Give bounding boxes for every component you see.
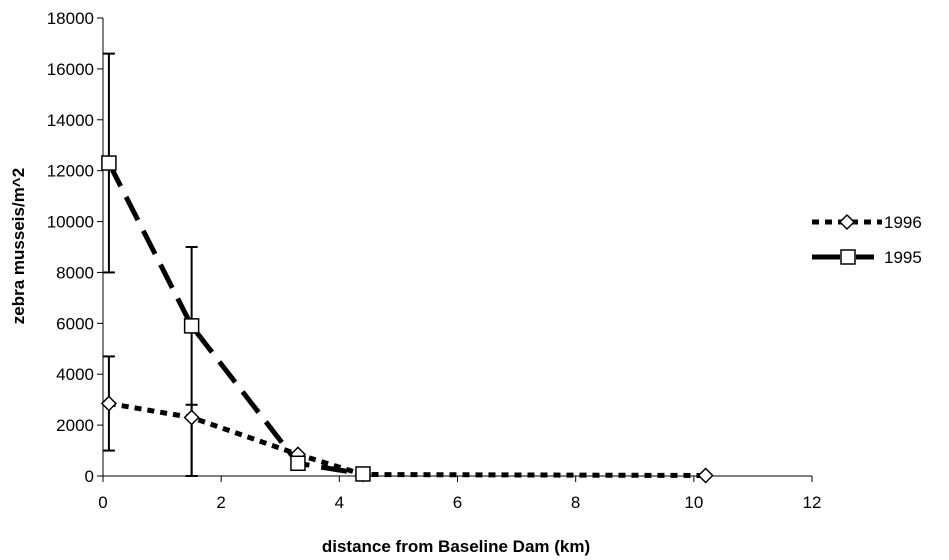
y-tick-label: 14000 (47, 111, 94, 130)
data-point-1995 (101, 155, 117, 171)
data-point-1995 (355, 466, 371, 482)
y-tick-label: 2000 (56, 416, 94, 435)
legend-label-1996: 1996 (884, 213, 922, 232)
y-tick-label: 8000 (56, 263, 94, 282)
series-markers (100, 155, 714, 484)
legend: 1996 1995 (812, 213, 922, 267)
legend-marker-1995 (840, 249, 856, 265)
x-tick-label: 4 (335, 493, 344, 512)
y-axis-title: zebra musseis/m^2 (9, 168, 28, 324)
data-point-1996 (100, 395, 117, 412)
x-tick-label: 8 (571, 493, 580, 512)
legend-item-1996: 1996 (812, 213, 922, 232)
series-line-1995 (106, 161, 364, 477)
x-tick-label: 10 (684, 493, 703, 512)
plot-axes (97, 17, 813, 482)
y-tick-label: 18000 (47, 9, 94, 28)
tick-labels: 0 2000 4000 6000 8000 10000 12000 14000 16000 180… (47, 9, 822, 512)
y-tick-label: 12000 (47, 162, 94, 181)
data-point-1996 (183, 409, 200, 426)
x-tick-label: 0 (98, 493, 107, 512)
legend-label-1995: 1995 (884, 248, 922, 267)
series-line-1996 (108, 401, 706, 478)
y-tick-label: 0 (85, 467, 94, 486)
y-tick-label: 6000 (56, 314, 94, 333)
x-tick-label: 12 (803, 493, 822, 512)
x-tick-label: 2 (216, 493, 225, 512)
y-tick-label: 16000 (47, 60, 94, 79)
y-tick-label: 4000 (56, 365, 94, 384)
x-axis-title: distance from Baseline Dam (km) (322, 537, 590, 556)
data-point-1995 (290, 455, 306, 472)
y-tick-label: 10000 (47, 213, 94, 232)
legend-marker-1996 (838, 213, 856, 231)
x-tick-label: 6 (453, 493, 462, 512)
data-point-1995 (183, 318, 200, 334)
legend-item-1995: 1995 (812, 248, 922, 267)
data-point-1996 (697, 467, 714, 484)
